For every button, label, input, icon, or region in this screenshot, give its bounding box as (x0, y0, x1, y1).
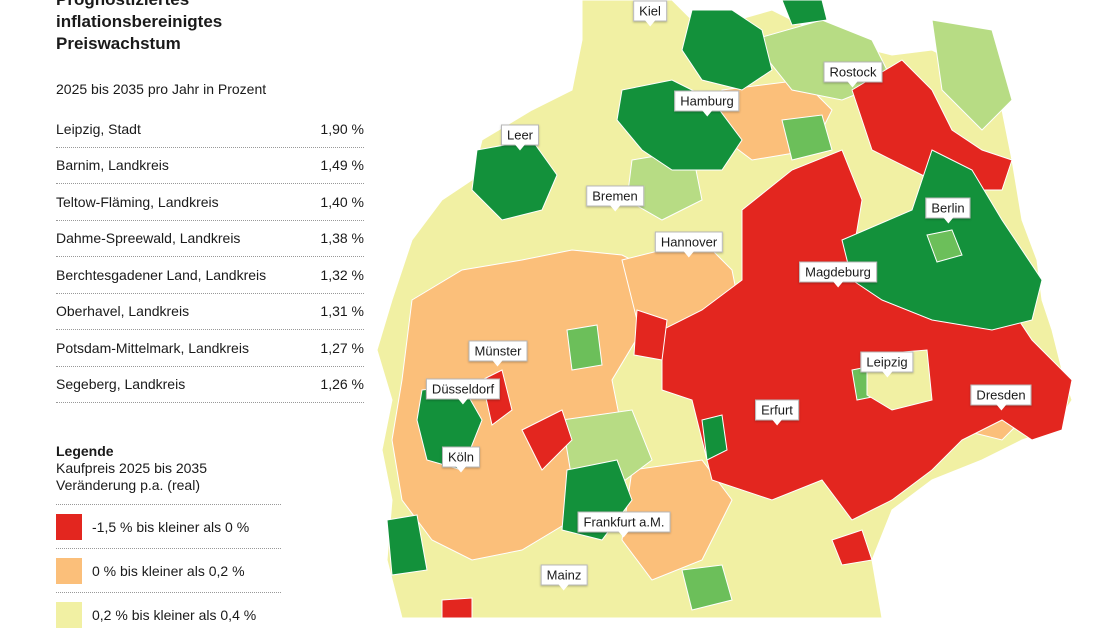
growth-value: 1,27 % (320, 339, 364, 356)
ranking-row: Oberhavel, Landkreis 1,31 % (56, 294, 364, 330)
region-dark-green (681, 9, 773, 91)
city-label-dresden: Dresden (970, 384, 1032, 411)
legend-label: 0,2 % bis kleiner als 0,4 % (92, 606, 257, 623)
city-label-berlin: Berlin (925, 197, 971, 224)
region-red (831, 529, 873, 566)
legend-subtitle: Veränderung p.a. (real) (56, 477, 200, 493)
growth-value: 1,38 % (320, 230, 364, 247)
region-mid-green (681, 564, 733, 611)
city-label-leer: Leer (500, 124, 540, 151)
region-dark-green (701, 414, 728, 461)
region-name: Dahme-Spreewald (56, 230, 172, 247)
city-label-kiel: Kiel (633, 0, 667, 27)
growth-value: 1,49 % (320, 157, 364, 174)
legend-item: 0,2 % bis kleiner als 0,4 % (56, 592, 281, 636)
title-line: inflationsbereinigtes (56, 12, 223, 31)
title-line: Preiswachstum (56, 34, 181, 53)
growth-value: 1,40 % (320, 193, 364, 210)
region-type: , Landkreis (197, 266, 267, 283)
region-name: Leipzig (56, 120, 101, 137)
ranking-row: Dahme-Spreewald, Landkreis 1,38 % (56, 221, 364, 257)
growth-value: 1,90 % (320, 120, 364, 137)
city-label-hannover: Hannover (654, 231, 724, 258)
city-label-frankfurt: Frankfurt a.M. (577, 511, 671, 538)
region-type: , Landkreis (120, 303, 190, 320)
legend-title: Legende (56, 443, 114, 459)
city-label-hamburg: Hamburg (674, 90, 740, 117)
region-red (521, 409, 573, 471)
city-label-magdeburg: Magdeburg (799, 261, 877, 288)
region-mid-green (566, 324, 603, 371)
region-type: , Stadt (100, 120, 141, 137)
city-label-duesseldorf: Düsseldorf (425, 378, 501, 405)
city-label-bremen: Bremen (586, 185, 644, 212)
region-type: , Landkreis (100, 157, 169, 174)
region-light-green (931, 19, 1013, 131)
region-orange (621, 459, 733, 581)
city-label-koeln: Köln (441, 446, 481, 473)
ranking-row: Leipzig, Stadt 1,90 % (56, 111, 364, 148)
legend-label: 0 % bis kleiner als 0,2 % (92, 562, 245, 579)
germany-map: Kiel Rostock Hamburg Leer Bremen Berlin … (372, 0, 1100, 618)
region-name: Segeberg (56, 376, 117, 393)
region-red (633, 309, 668, 361)
ranking-row: Berchtesgadener Land, Landkreis 1,32 % (56, 257, 364, 294)
growth-value: 1,31 % (320, 303, 364, 320)
legend-swatch (56, 601, 82, 628)
city-label-muenster: Münster (468, 340, 528, 367)
subtitle: 2025 bis 2035 pro Jahr in Prozent (56, 81, 267, 97)
legend-item: -1,5 % bis kleiner als 0 % (56, 504, 281, 548)
growth-value: 1,26 % (320, 376, 364, 393)
ranking-row: Teltow-Fläming, Landkreis 1,40 % (56, 184, 364, 221)
region-dark-green (781, 0, 828, 26)
region-name: Teltow-Fläming (56, 193, 151, 210)
region-mid-green (926, 229, 963, 263)
region-type: , Landkreis (180, 339, 249, 356)
region-type: , Landkreis (150, 193, 219, 210)
legend-swatch (56, 513, 82, 540)
legend-subtitle: Kaufpreis 2025 bis 2035 (56, 460, 207, 476)
city-label-rostock: Rostock (823, 61, 883, 88)
title-line: Prognostiziertes (56, 0, 366, 11)
region-type: , Landkreis (171, 230, 241, 247)
region-red (851, 59, 1013, 191)
region-dark-green (386, 514, 428, 576)
region-red (441, 597, 473, 618)
city-label-leipzig: Leipzig (860, 351, 914, 378)
ranking-row: Segeberg, Landkreis 1,26 % (56, 367, 364, 403)
map-title: Prognostiziertes inflationsbereinigtes P… (56, 0, 366, 55)
ranking-row: Barnim, Landkreis 1,49 % (56, 148, 364, 184)
legend-items: -1,5 % bis kleiner als 0 % 0 % bis klein… (56, 504, 281, 636)
city-label-mainz: Mainz (540, 564, 588, 591)
ranking-table: Leipzig, Stadt 1,90 % Barnim, Landkreis 1,… (56, 111, 364, 403)
legend: Legende Kaufpreis 2025 bis 2035 Veränder… (56, 443, 281, 636)
ranking-row: Potsdam-Mittelmark, Landkreis 1,27 % (56, 330, 364, 367)
region-mid-green (781, 114, 833, 161)
legend-label: -1,5 % bis kleiner als 0 % (92, 518, 250, 535)
region-name: Oberhavel (56, 303, 121, 320)
legend-swatch (56, 557, 82, 584)
region-name: Berchtesgadener Land (56, 266, 198, 283)
legend-item: 0 % bis kleiner als 0,2 % (56, 548, 281, 592)
region-name: Potsdam-Mittelmark (56, 339, 181, 356)
region-name: Barnim (56, 157, 101, 174)
growth-value: 1,32 % (320, 266, 364, 283)
region-type: , Landkreis (116, 376, 186, 393)
city-label-erfurt: Erfurt (755, 399, 799, 426)
